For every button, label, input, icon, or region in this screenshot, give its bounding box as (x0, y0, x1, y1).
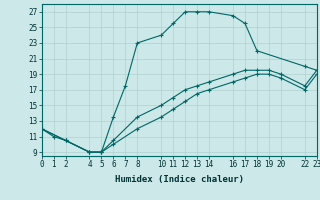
X-axis label: Humidex (Indice chaleur): Humidex (Indice chaleur) (115, 175, 244, 184)
